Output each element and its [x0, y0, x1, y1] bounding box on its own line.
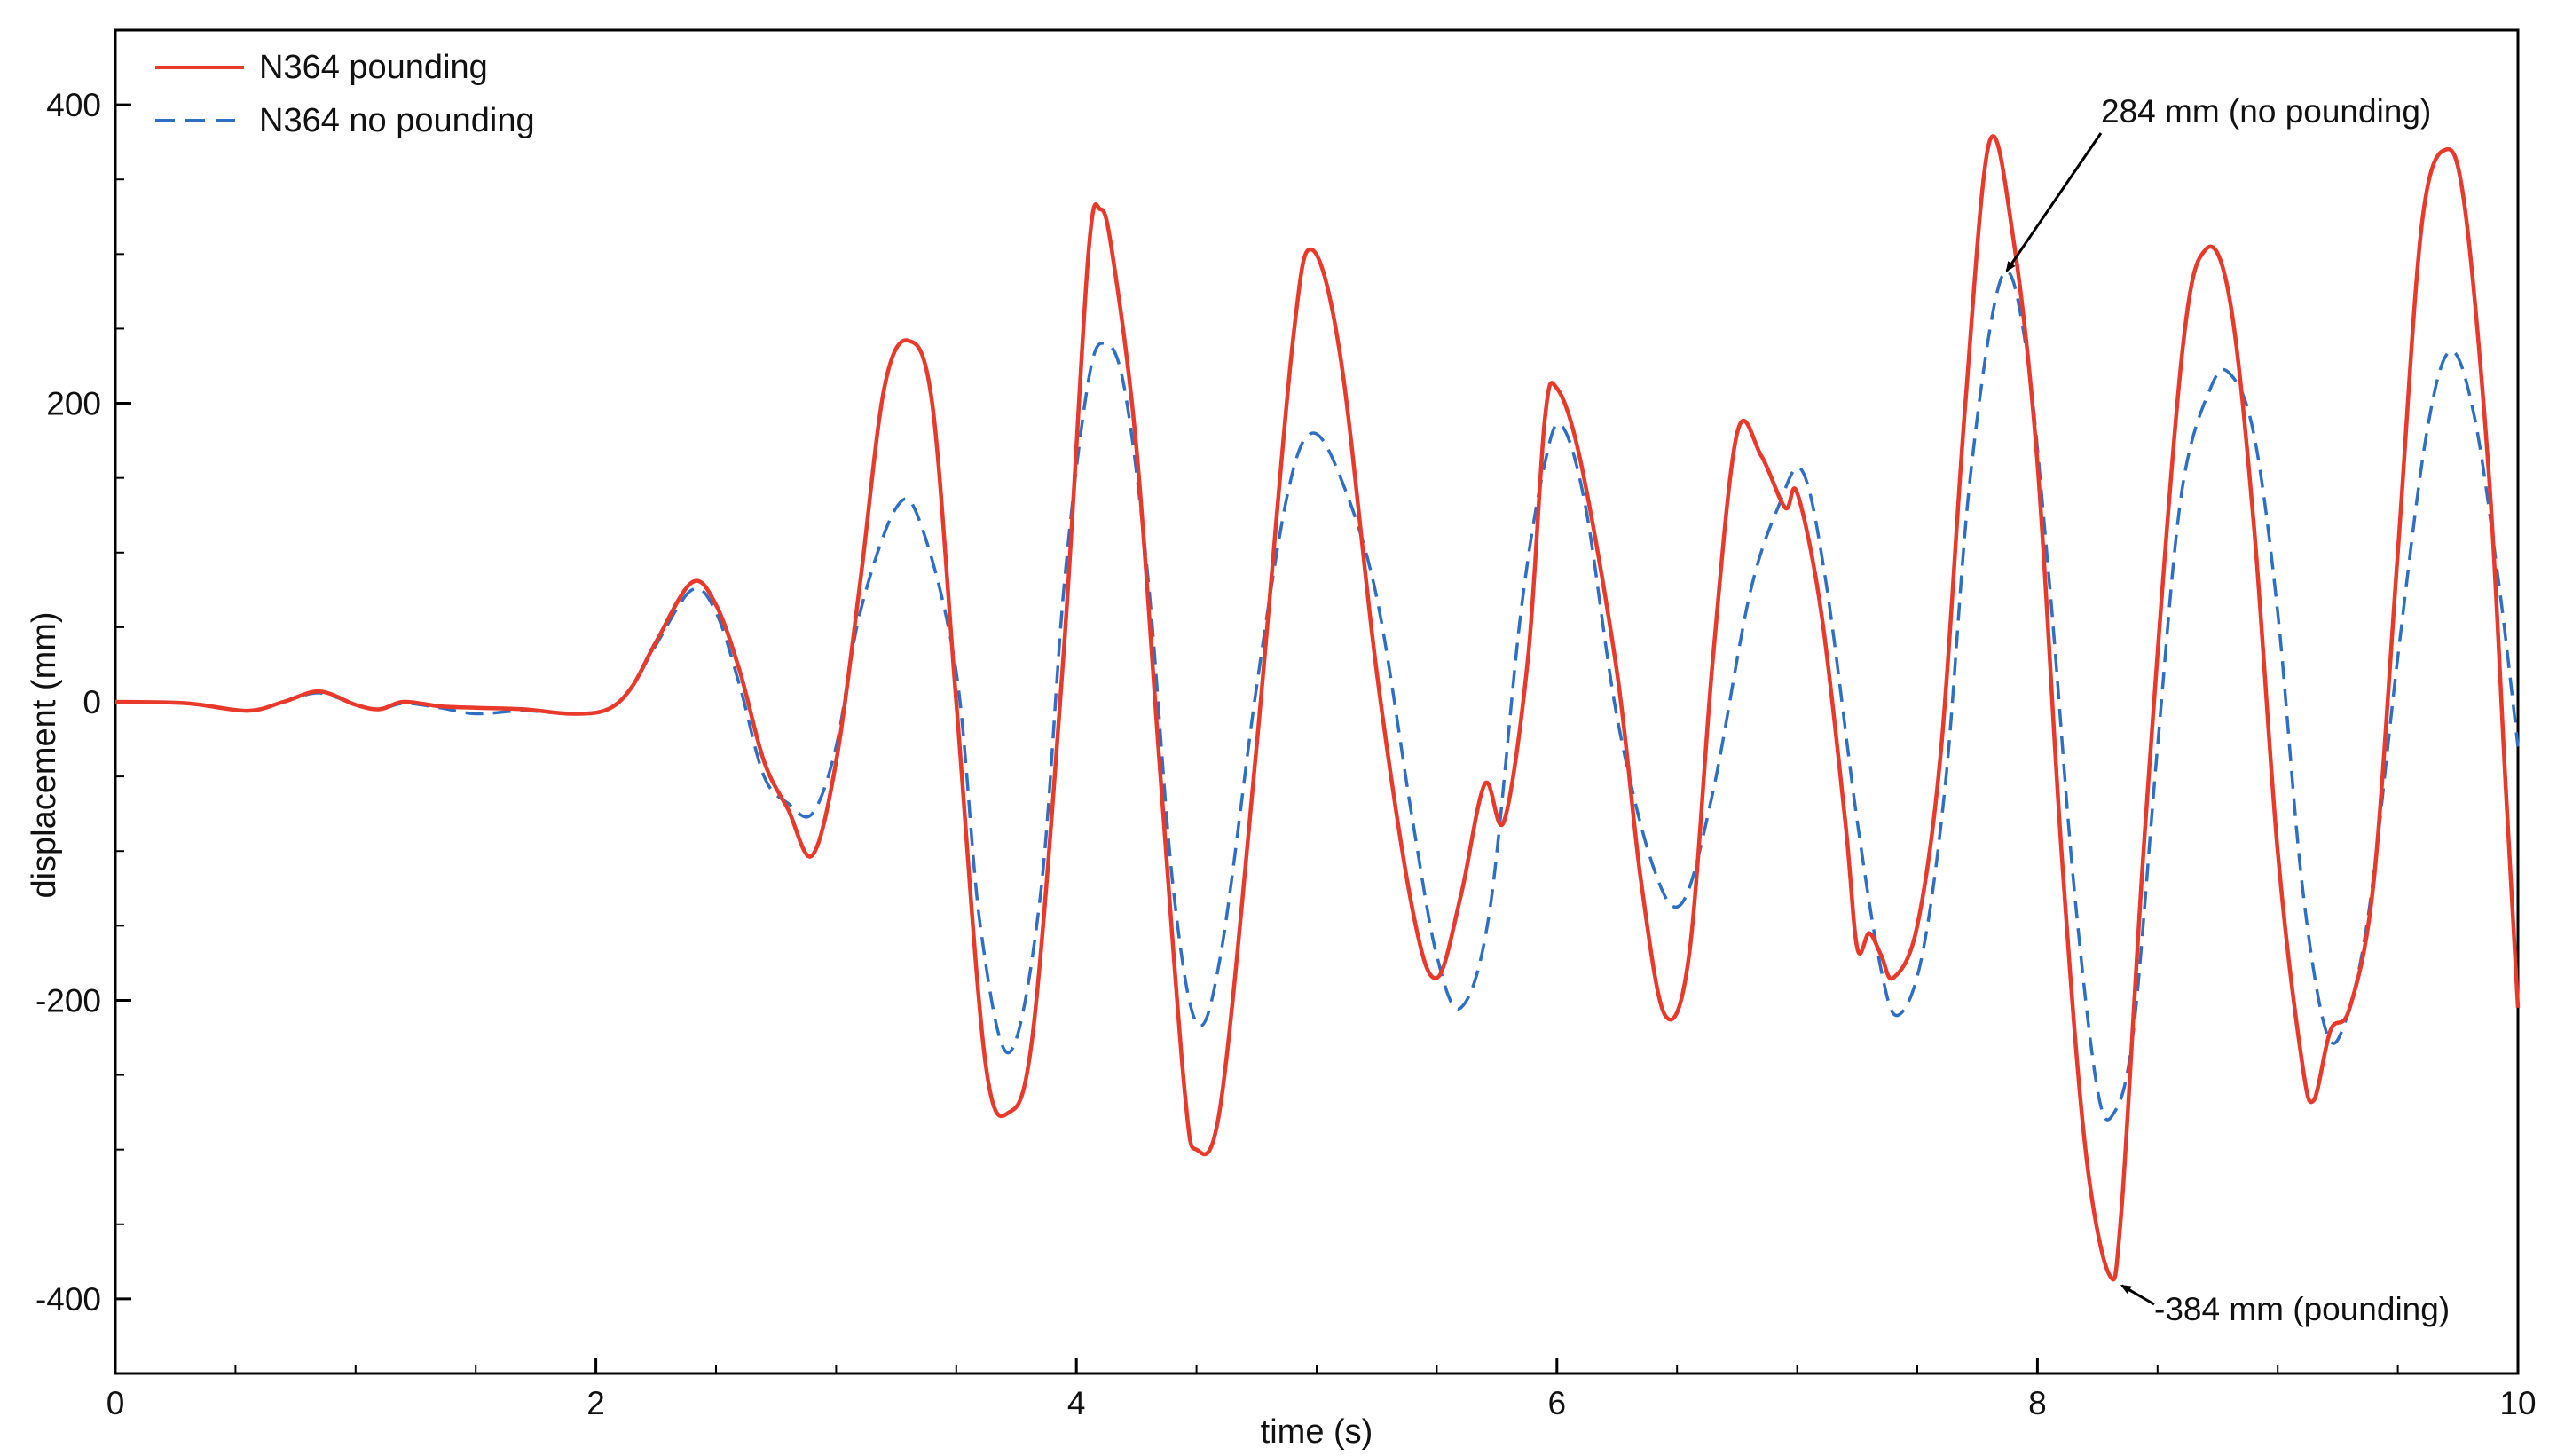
series-line-no-pounding — [114, 270, 2520, 1122]
y-tick-label: 0 — [83, 684, 101, 720]
legend: N364 pounding N364 no pounding — [155, 49, 535, 139]
y-tick-label: -200 — [35, 982, 101, 1019]
x-axis-label: time (s) — [1261, 1413, 1373, 1451]
annotations: 284 mm (no pounding) -384 mm (pounding) — [2005, 93, 2450, 1327]
series-line-pounding — [114, 134, 2521, 1282]
y-tick-label: -400 — [35, 1281, 101, 1318]
annotation-arrow-min — [2120, 1284, 2155, 1306]
x-tick-label: 6 — [1548, 1385, 1567, 1421]
x-tick-label: 10 — [2499, 1385, 2536, 1421]
y-axis-label: displacement (mm) — [26, 611, 63, 898]
series-layer — [114, 134, 2521, 1282]
annotation-min-pounding: -384 mm (pounding) — [2154, 1291, 2450, 1327]
x-axis: 0 2 4 6 8 10 — [106, 1358, 2537, 1421]
y-axis: -400 -200 0 200 400 — [35, 87, 131, 1318]
x-tick-label: 8 — [2028, 1385, 2047, 1421]
axes-frame — [114, 28, 2520, 1375]
annotation-arrow-max — [2005, 132, 2103, 272]
x-tick-label: 0 — [106, 1385, 125, 1421]
x-tick-label: 2 — [586, 1385, 605, 1421]
annotation-max-no-pounding: 284 mm (no pounding) — [2101, 93, 2431, 130]
x-tick-label: 4 — [1067, 1385, 1086, 1421]
y-tick-label: 200 — [46, 386, 101, 422]
y-tick-label: 400 — [46, 87, 101, 123]
legend-entry-pounding: N364 pounding — [259, 49, 488, 86]
legend-entry-no-pounding: N364 no pounding — [259, 102, 535, 139]
